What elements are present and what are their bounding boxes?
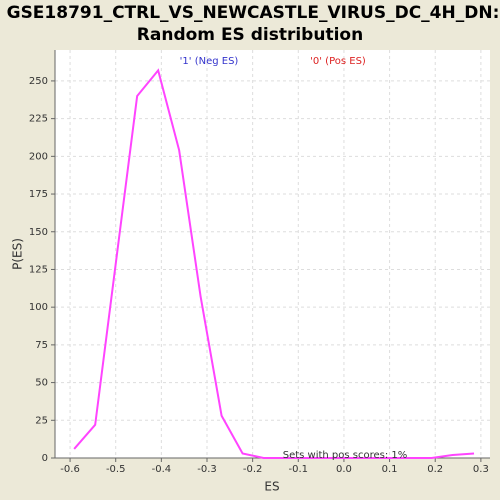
x-tick-label: -0.2 — [243, 464, 263, 475]
chart-title: Random ES distribution — [137, 25, 363, 45]
x-tick-label: 0.0 — [336, 464, 352, 475]
plot-area — [55, 50, 490, 458]
legend-label: '1' (Neg ES) — [180, 56, 239, 67]
x-tick-label: 0.3 — [473, 464, 489, 475]
x-axis-label: ES — [264, 480, 279, 494]
y-axis-label: P(ES) — [11, 238, 25, 270]
x-tick-label: -0.1 — [289, 464, 309, 475]
y-tick-label: 175 — [29, 189, 48, 200]
y-tick-label: 200 — [29, 151, 48, 162]
data-line — [73, 68, 475, 459]
y-tick-label: 100 — [29, 302, 48, 313]
y-tick-label: 225 — [29, 114, 48, 125]
legend-label: '0' (Pos ES) — [310, 56, 366, 67]
y-tick-label: 125 — [29, 264, 48, 275]
y-tick-label: 50 — [35, 378, 48, 389]
y-tick-label: 250 — [29, 76, 48, 87]
y-tick-label: 0 — [42, 453, 48, 464]
y-tick-label: 25 — [35, 415, 48, 426]
x-tick-label: -0.5 — [106, 464, 126, 475]
x-tick-label: 0.1 — [382, 464, 398, 475]
chart-title: GSE18791_CTRL_VS_NEWCASTLE_VIRUS_DC_4H_D… — [7, 3, 500, 23]
x-tick-label: 0.2 — [427, 464, 443, 475]
y-tick-label: 75 — [35, 340, 48, 351]
x-tick-label: -0.4 — [152, 464, 172, 475]
x-tick-label: -0.3 — [197, 464, 217, 475]
x-tick-label: -0.6 — [60, 464, 80, 475]
y-tick-label: 150 — [29, 227, 48, 238]
annotation: Sets with pos scores: 1% — [283, 450, 408, 461]
